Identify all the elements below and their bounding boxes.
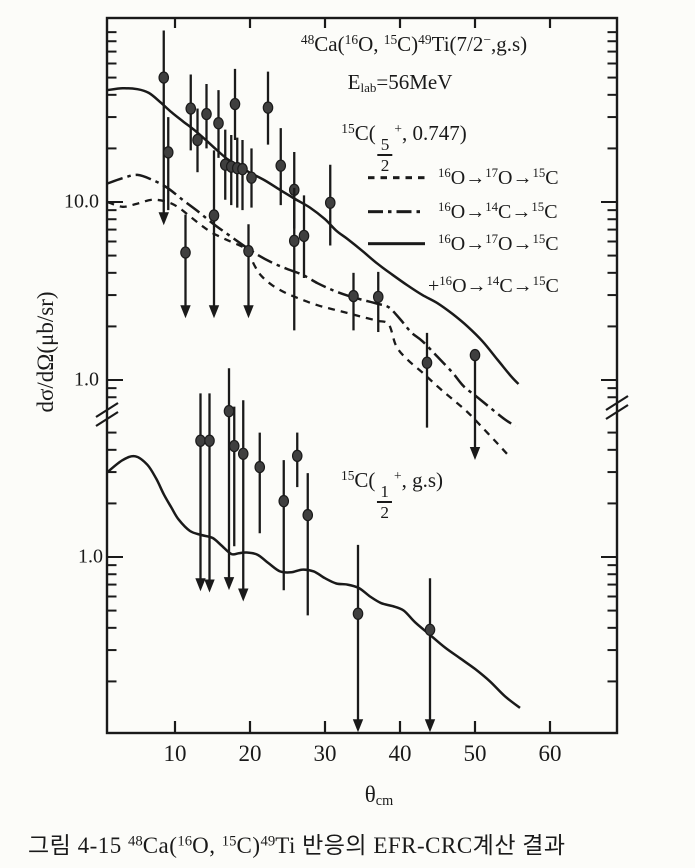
beam-energy-label: Elab=56MeV — [347, 70, 453, 95]
data-point-marker-lower — [424, 623, 436, 636]
data-point-marker-upper — [237, 162, 248, 176]
lower-state-label: 15C(1 2 +, g.s) — [340, 468, 444, 523]
legend-line-sample-solid — [368, 242, 425, 246]
x-axis-tick-label: 20 — [238, 741, 262, 766]
data-point-marker-upper — [288, 234, 300, 248]
legend-item: 16O→17O→15C — [368, 232, 559, 256]
data-point-marker-upper — [185, 102, 197, 115]
data-point-marker-upper — [229, 97, 241, 111]
legend-item: 16O→14C→15C — [368, 200, 558, 224]
data-point-marker-lower — [195, 434, 206, 447]
data-point-marker-lower — [254, 460, 266, 474]
y-axis-title: dσ/dΩ(μb/sr) — [32, 291, 58, 413]
plot-frame — [105, 16, 619, 735]
data-point-marker-upper — [180, 246, 191, 259]
legend-line-sample-dashed — [368, 176, 425, 180]
upper-limit-arrow — [208, 305, 220, 319]
data-point-marker-upper — [162, 146, 174, 159]
data-point-marker-lower — [204, 434, 215, 447]
data-point-marker-upper — [158, 71, 170, 84]
legend-item-label: 16O→14C→15C — [438, 200, 558, 223]
reaction-title: 48Ca(16O, 15C)49Ti(7/2−,g.s) — [300, 32, 528, 56]
upper-limit-arrow — [238, 588, 249, 602]
data-point-marker-upper — [275, 159, 287, 172]
curve-solid-lower — [106, 454, 521, 709]
axis-break-mark — [95, 411, 119, 427]
data-point-marker-lower — [228, 439, 240, 453]
axis-break-mark — [605, 404, 629, 420]
upper-limit-arrow — [204, 579, 215, 593]
curve-dashdot-upper — [107, 173, 517, 428]
data-point-marker-lower — [291, 449, 303, 463]
x-axis-tick-label: 40 — [388, 741, 412, 766]
legend-item-label: +16O→14C→15C — [428, 274, 559, 297]
axis-break-mark — [95, 402, 119, 418]
data-point-marker-upper — [262, 101, 274, 114]
data-point-marker-upper — [372, 290, 384, 304]
data-point-marker-lower — [278, 494, 290, 508]
upper-state-label: 15C(5 2 +, 0.747) — [341, 121, 467, 176]
data-point-marker-lower — [237, 447, 249, 460]
y-axis-tick-label: 1.0 — [74, 368, 99, 391]
x-axis-tick-label: 30 — [313, 741, 337, 766]
legend-item-label: 16O→17O→15C — [438, 232, 559, 255]
figure-caption: 그림 4-15 48Ca(16O, 15C)49Ti 반응의 EFR-CRC계산… — [28, 833, 566, 858]
upper-limit-arrow — [352, 719, 364, 733]
data-point-marker-upper — [298, 229, 310, 243]
data-point-marker-upper — [213, 117, 224, 130]
data-point-marker-upper — [421, 356, 433, 369]
legend-item-label: 16O→17O→15C — [438, 166, 559, 189]
upper-limit-arrow — [223, 577, 235, 591]
x-axis-tick-label: 50 — [463, 741, 487, 766]
data-point-marker-upper — [243, 244, 254, 258]
legend-item: +16O→14C→15C — [368, 274, 559, 298]
data-point-marker-upper — [201, 107, 212, 121]
upper-limit-arrow — [195, 578, 206, 592]
y-axis-tick-label: 10.0 — [64, 190, 99, 213]
upper-limit-arrow — [180, 305, 191, 319]
y-axis-tick-label: 1.0 — [78, 545, 103, 568]
curve-solid-upper — [107, 87, 520, 385]
data-point-marker-lower — [302, 508, 314, 522]
legend-line-sample-dashdot — [368, 210, 425, 214]
data-point-marker-upper — [246, 171, 257, 184]
data-point-marker-upper — [348, 289, 359, 303]
x-axis-tick-label: 10 — [163, 741, 187, 766]
data-point-marker-upper — [324, 196, 336, 209]
data-point-marker-lower — [352, 607, 364, 620]
data-point-marker-upper — [192, 133, 203, 147]
data-point-marker-upper — [208, 209, 220, 222]
axis-break-mark — [605, 395, 629, 411]
x-axis-title: θcm — [364, 782, 394, 810]
upper-limit-arrow — [469, 446, 481, 460]
legend-item: 16O→17O→15C — [368, 166, 559, 190]
data-point-marker-upper — [469, 348, 481, 362]
x-axis-tick-label: 60 — [538, 741, 562, 766]
upper-limit-arrow — [158, 212, 169, 226]
data-point-marker-lower — [223, 404, 235, 418]
upper-limit-arrow — [424, 719, 436, 733]
upper-limit-arrow — [243, 305, 254, 319]
